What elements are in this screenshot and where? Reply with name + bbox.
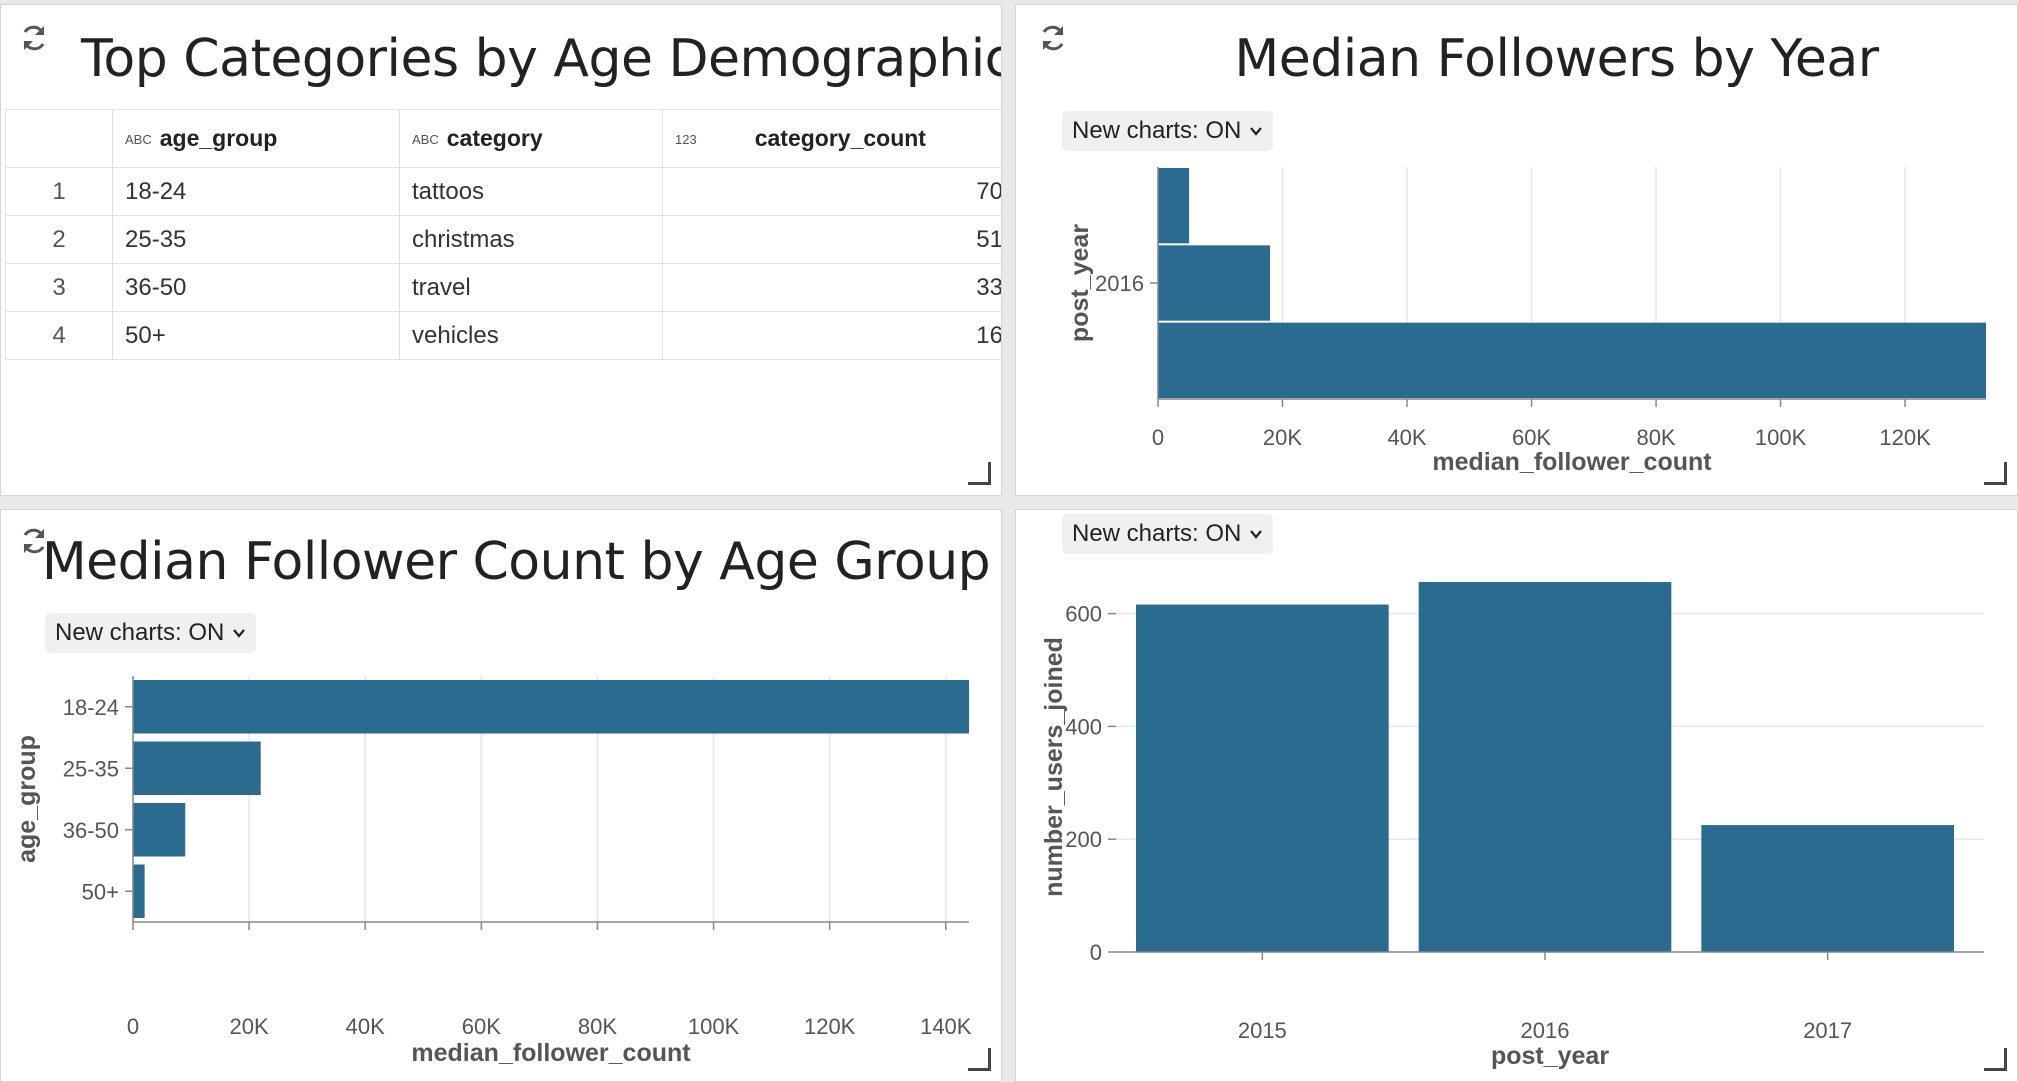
panel-followers-by-year: Median Followers by Year New charts: ON … (1015, 4, 2018, 496)
column-header-index[interactable] (5, 109, 113, 168)
bar (133, 864, 145, 918)
new-charts-toggle[interactable]: New charts: ON (45, 613, 257, 653)
bar (133, 680, 969, 734)
cell-age-group: 18-24 (112, 167, 400, 216)
cell-category: vehicles (399, 311, 663, 360)
x-tick-label: 2015 (1238, 1018, 1287, 1043)
y-tick-label: 2016 (1095, 271, 1144, 296)
text-type-icon: ABC (412, 132, 439, 148)
table-row[interactable]: 1 18-24 tattoos 70 (5, 167, 1001, 216)
x-axis-title: median_follower_count (1432, 448, 1712, 476)
x-tick-label: 0 (127, 1014, 139, 1039)
data-table: ABC age_group ABC category 123 category_cou… (5, 109, 1001, 360)
y-tick-label: 400 (1065, 714, 1102, 739)
x-tick-label: 80K (578, 1014, 617, 1039)
chart-title: Median Follower Count by Age Group (41, 532, 991, 592)
cell-category-count: 70 (662, 167, 1001, 216)
x-tick-label: 100K (688, 1014, 740, 1039)
cell-age-group: 50+ (112, 311, 400, 360)
resize-handle[interactable] (1984, 1048, 2007, 1071)
refresh-icon[interactable] (17, 21, 51, 55)
resize-handle[interactable] (968, 462, 991, 485)
cell-category: tattoos (399, 167, 663, 216)
bar (133, 741, 261, 795)
chart-followers-by-year: 0 20K 40K 60K 80K 100K 120K 2016 median_follower… (1066, 167, 1986, 476)
cell-age-group: 25-35 (112, 215, 400, 264)
chart-title: Median Followers by Year (1234, 29, 1879, 89)
x-axis-title: median_follower_count (411, 1039, 691, 1067)
x-tick-label: 20K (1263, 425, 1302, 450)
x-tick-label: 0 (1152, 425, 1164, 450)
cell-category-count: 51 (662, 215, 1001, 264)
y-tick-label: 0 (1090, 940, 1102, 965)
chevron-down-icon (1250, 530, 1263, 539)
x-tick-label: 2017 (1803, 1018, 1852, 1043)
column-header-category[interactable]: ABC category (399, 109, 663, 168)
bar (1158, 322, 1986, 398)
x-tick-label: 120K (1879, 425, 1931, 450)
table-header-row: ABC age_group ABC category 123 category_cou… (5, 109, 1001, 168)
row-index: 2 (5, 215, 113, 264)
panel-users-joined: New charts: ON 0 200 400 600 2015 2016 2017 pos… (1015, 509, 2018, 1082)
chart-users-joined: 0 200 400 600 2015 2016 2017 post_year number_us… (1040, 582, 1984, 1070)
cell-category-count: 33 (662, 263, 1001, 312)
resize-handle[interactable] (968, 1048, 991, 1071)
y-tick-label: 25-35 (63, 756, 119, 781)
bar (1136, 604, 1389, 952)
cell-category: travel (399, 263, 663, 312)
y-axis-title: age_group (13, 735, 41, 863)
x-tick-label: 40K (1387, 425, 1426, 450)
x-tick-label: 140K (920, 1014, 972, 1039)
bar (133, 803, 186, 857)
refresh-icon[interactable] (1036, 21, 1070, 55)
refresh-icon[interactable] (17, 524, 51, 558)
panel-title: Top Categories by Age Demographics (81, 29, 1002, 89)
y-tick-label: 18-24 (63, 695, 119, 720)
bar (1701, 825, 1954, 952)
x-tick-label: 120K (804, 1014, 856, 1039)
new-charts-toggle[interactable]: New charts: ON (1062, 111, 1274, 151)
new-charts-toggle[interactable]: New charts: ON (1062, 514, 1274, 554)
y-axis-title: number_users_joined (1040, 637, 1068, 897)
x-tick-label: 2016 (1521, 1018, 1570, 1043)
y-tick-label: 50+ (82, 879, 119, 904)
column-header-category-count[interactable]: 123 category_count (662, 109, 1001, 168)
chevron-down-icon (233, 629, 246, 638)
bar (1158, 245, 1271, 321)
y-tick-label: 36-50 (63, 818, 119, 843)
table-row[interactable]: 3 36-50 travel 33 (5, 263, 1001, 312)
y-tick-label: 600 (1065, 602, 1102, 627)
cell-category-count: 16 (662, 311, 1001, 360)
text-type-icon: ABC (125, 132, 152, 148)
x-tick-label: 20K (230, 1014, 269, 1039)
x-tick-label: 60K (1512, 425, 1551, 450)
x-tick-label: 40K (346, 1014, 385, 1039)
resize-handle[interactable] (1984, 462, 2007, 485)
x-tick-label: 80K (1636, 425, 1675, 450)
panel-followers-by-age: Median Follower Count by Age Group New c… (0, 509, 1002, 1082)
table-row[interactable]: 4 50+ vehicles 16 (5, 311, 1001, 360)
x-axis-title: post_year (1491, 1042, 1609, 1070)
table-row[interactable]: 2 25-35 christmas 51 (5, 215, 1001, 264)
column-header-age-group[interactable]: ABC age_group (112, 109, 400, 168)
panel-top-categories: Top Categories by Age Demographics ABC ag… (0, 4, 1002, 496)
chevron-down-icon (1250, 127, 1263, 136)
cell-age-group: 36-50 (112, 263, 400, 312)
x-tick-label: 60K (462, 1014, 501, 1039)
cell-category: christmas (399, 215, 663, 264)
row-index: 4 (5, 311, 113, 360)
y-tick-label: 200 (1065, 827, 1102, 852)
y-axis-title: post_year (1066, 224, 1094, 342)
bar (1158, 168, 1190, 244)
row-index: 1 (5, 167, 113, 216)
bar (1418, 582, 1672, 952)
x-tick-label: 100K (1755, 425, 1807, 450)
row-index: 3 (5, 263, 113, 312)
chart-followers-by-age: 0 20K 40K 60K 80K 100K 120K 140K 18-24 25-35 36-50… (13, 676, 972, 1067)
number-type-icon: 123 (675, 132, 697, 148)
